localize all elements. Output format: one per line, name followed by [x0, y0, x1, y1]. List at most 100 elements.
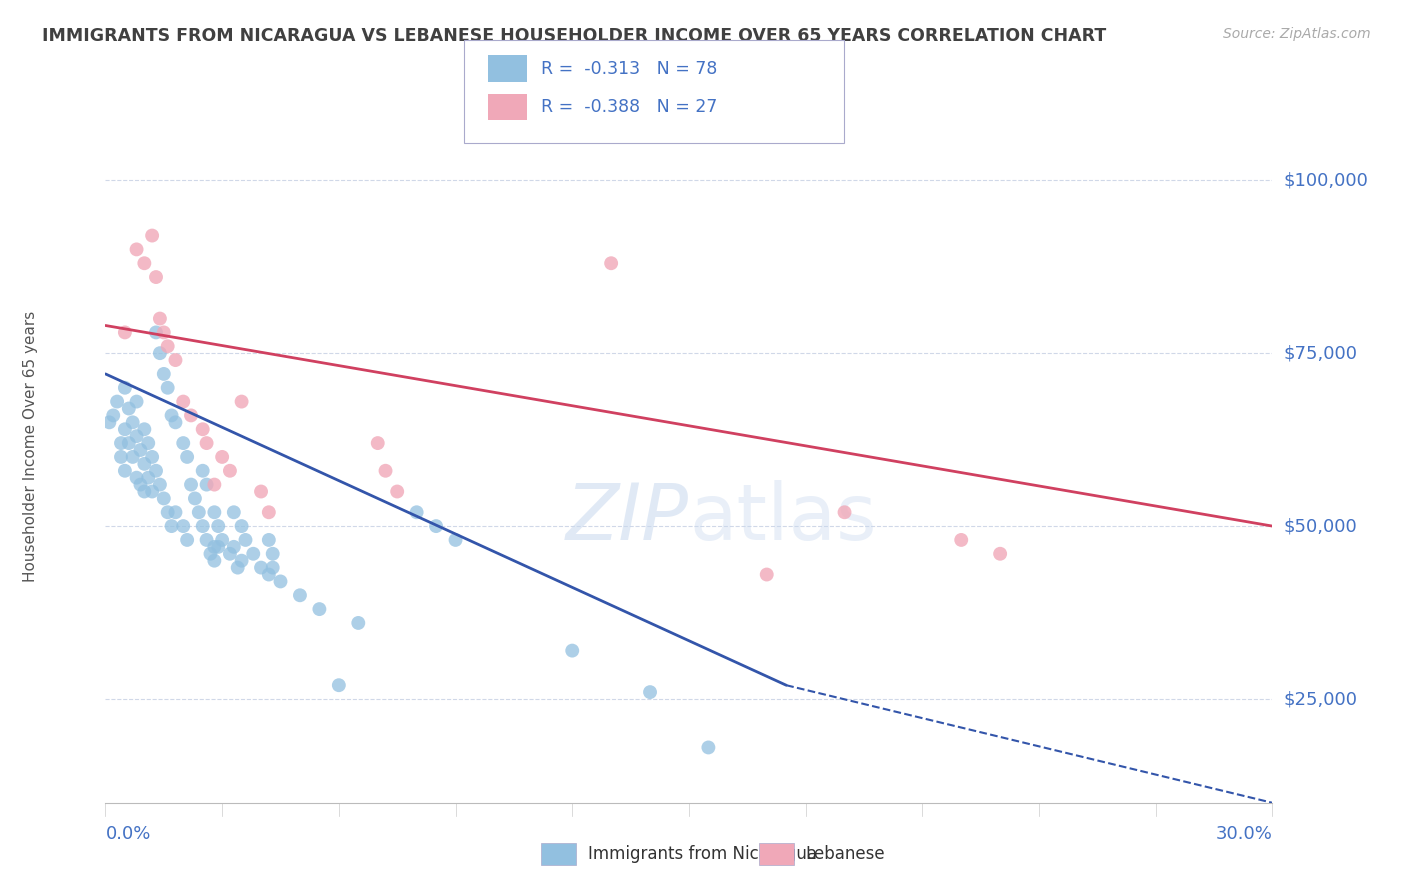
Point [114, 464, 136, 478]
Point [385, 484, 408, 499]
Point [136, 436, 159, 450]
Point [176, 450, 198, 464]
Point [231, 519, 253, 533]
Point [988, 547, 1011, 561]
Point [118, 436, 141, 450]
Text: R =  -0.313   N = 78: R = -0.313 N = 78 [541, 60, 717, 78]
Point [110, 436, 132, 450]
Text: $50,000: $50,000 [1284, 517, 1357, 535]
Point [202, 540, 225, 554]
Point [129, 442, 152, 457]
Point [152, 367, 174, 381]
Point [269, 574, 292, 589]
Point [149, 346, 172, 360]
Point [114, 381, 136, 395]
Point [834, 505, 856, 519]
Point [103, 409, 125, 423]
Point [165, 505, 187, 519]
Point [98, 415, 121, 429]
Text: $100,000: $100,000 [1284, 171, 1368, 189]
Point [180, 477, 202, 491]
Point [134, 457, 156, 471]
Point [134, 484, 156, 499]
Point [141, 228, 163, 243]
Point [134, 422, 156, 436]
Point [165, 353, 187, 368]
Point [191, 422, 214, 436]
Point [257, 505, 280, 519]
Point [145, 464, 167, 478]
Point [195, 533, 218, 547]
Point [257, 567, 280, 582]
Point [187, 505, 209, 519]
Point [755, 567, 778, 582]
Point [211, 450, 233, 464]
Point [156, 505, 179, 519]
Point [125, 429, 148, 443]
Point [950, 533, 973, 547]
Point [156, 381, 179, 395]
Point [405, 505, 427, 519]
Text: $25,000: $25,000 [1284, 690, 1358, 708]
Point [425, 519, 447, 533]
Text: 0.0%: 0.0% [105, 825, 150, 843]
Point [226, 560, 249, 574]
Text: IMMIGRANTS FROM NICARAGUA VS LEBANESE HOUSEHOLDER INCOME OVER 65 YEARS CORRELATI: IMMIGRANTS FROM NICARAGUA VS LEBANESE HO… [42, 27, 1107, 45]
Point [257, 533, 280, 547]
Point [118, 401, 141, 416]
Point [219, 547, 242, 561]
Point [191, 519, 214, 533]
Point [172, 394, 194, 409]
Point [328, 678, 350, 692]
Point [184, 491, 207, 506]
Point [191, 464, 214, 478]
Point [374, 464, 396, 478]
Point [347, 615, 370, 630]
Point [222, 505, 245, 519]
Point [134, 256, 156, 270]
Point [152, 491, 174, 506]
Point [207, 519, 229, 533]
Point [242, 547, 264, 561]
Text: Immigrants from Nicaragua: Immigrants from Nicaragua [588, 845, 817, 863]
Point [219, 464, 242, 478]
Point [156, 339, 179, 353]
Point [105, 394, 128, 409]
Point [195, 477, 218, 491]
Point [136, 471, 159, 485]
Text: atlas: atlas [689, 480, 876, 556]
Point [121, 415, 143, 429]
Point [125, 394, 148, 409]
Point [125, 243, 148, 257]
Point [110, 450, 132, 464]
Text: $75,000: $75,000 [1284, 344, 1358, 362]
Point [200, 547, 222, 561]
Point [444, 533, 467, 547]
Point [638, 685, 661, 699]
Point [176, 533, 198, 547]
Point [172, 436, 194, 450]
Point [160, 519, 183, 533]
Text: Lebanese: Lebanese [806, 845, 886, 863]
Point [180, 409, 202, 423]
Point [149, 311, 172, 326]
Point [114, 326, 136, 340]
Point [141, 484, 163, 499]
Text: R =  -0.388   N = 27: R = -0.388 N = 27 [541, 98, 717, 116]
Point [152, 326, 174, 340]
Point [202, 477, 225, 491]
Text: ZIP: ZIP [567, 480, 689, 556]
Point [600, 256, 623, 270]
Point [202, 505, 225, 519]
Point [308, 602, 330, 616]
Point [145, 326, 167, 340]
Point [202, 554, 225, 568]
Point [114, 422, 136, 436]
Point [222, 540, 245, 554]
Point [211, 533, 233, 547]
Point [125, 471, 148, 485]
Point [561, 643, 583, 657]
Point [250, 560, 273, 574]
Point [207, 540, 229, 554]
Point [231, 554, 253, 568]
